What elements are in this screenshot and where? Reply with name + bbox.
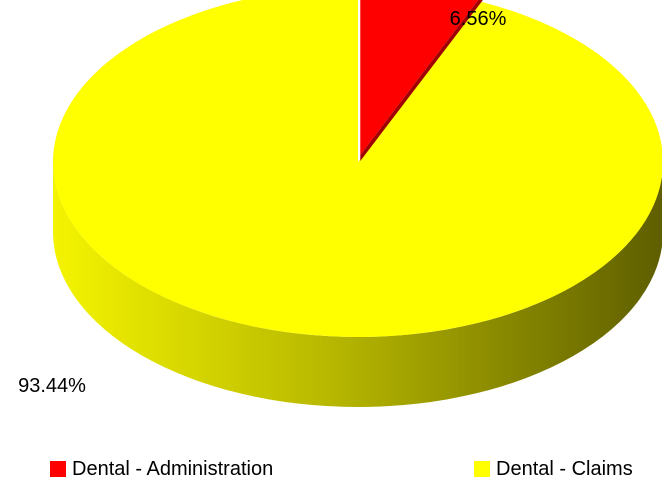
legend-label: Dental - Claims (496, 457, 633, 480)
pie-side-dental-claims (53, 162, 662, 407)
legend-item-dental-claims: Dental - Claims (474, 454, 633, 484)
legend-swatch-yellow (474, 461, 490, 477)
pie-cut-edge-dental-administration (360, 0, 483, 161)
pie-slice-dental-claims (53, 0, 662, 337)
data-label-dental-administration: 6.56% (450, 8, 507, 30)
legend-label: Dental - Administration (72, 457, 274, 480)
legend-swatch-red (50, 461, 66, 477)
data-label-dental-claims: 93.44% (18, 375, 86, 397)
pie-slice-dental-administration (360, 0, 479, 155)
legend-item-dental-administration: Dental - Administration (50, 454, 273, 484)
